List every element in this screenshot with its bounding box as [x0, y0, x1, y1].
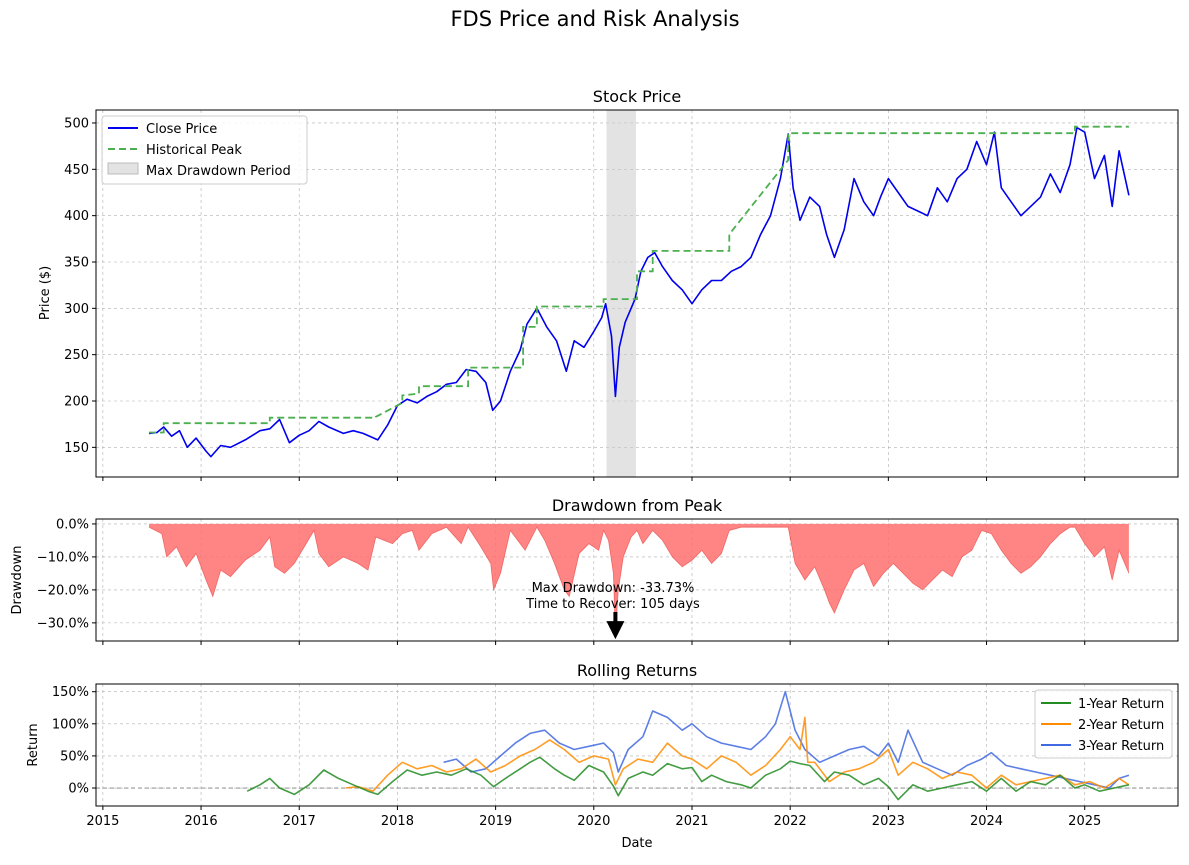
x-tick-label: 2019 [479, 814, 512, 829]
drawdown-axes-frame [95, 518, 1179, 642]
two-year-return-line [345, 716, 1130, 792]
price-y-tick-label: 350 [64, 255, 89, 270]
returns-y-tick-label: 0% [68, 782, 89, 797]
price-y-tick-label: 300 [64, 302, 89, 317]
returns-ticks: 2015 2016 2017 2018 2019 2020 2021 2022 2023 2024… [52, 685, 1101, 829]
returns-grid [96, 684, 1178, 806]
three-year-return-line [443, 690, 1130, 789]
x-tick-label: 2021 [675, 814, 708, 829]
returns-lines [96, 690, 1178, 801]
x-tick-label: 2017 [283, 814, 316, 829]
x-tick-label: 2024 [970, 814, 1003, 829]
price-lines [148, 125, 1130, 458]
arrow-head [606, 621, 625, 640]
x-tick-label: 2015 [86, 814, 119, 829]
x-tick-label: 2023 [872, 814, 905, 829]
drawdown-fill [149, 523, 1129, 636]
max-drawdown-annotation: Max Drawdown: -33.73% [532, 581, 695, 596]
x-tick-label: 2018 [381, 814, 414, 829]
legend-max-drawdown-period: Max Drawdown Period [146, 164, 291, 179]
returns-y-tick-label: 100% [52, 717, 89, 732]
returns-legend: 1-Year Return 2-Year Return 3-Year Retur… [1034, 689, 1173, 759]
x-tick-label: 2022 [774, 814, 807, 829]
price-ticks: 150 200 250 300 350 400 450 500 [64, 116, 1086, 481]
price-y-tick-label: 500 [64, 116, 89, 131]
returns-panel: Rolling Returns 2015 2016 2017 2018 2019 2020… [26, 661, 1179, 851]
returns-y-axis-label: Return [26, 723, 41, 766]
price-y-tick-label: 400 [64, 209, 89, 224]
price-panel: Stock Price 150 200 250 300 350 400 450 500 Pri… [38, 87, 1179, 481]
max-drawdown-period-shade [606, 110, 637, 477]
drawdown-panel-title: Drawdown from Peak [552, 496, 723, 515]
returns-x-axis-label: Date [621, 836, 652, 851]
price-y-axis-label: Price ($) [38, 266, 53, 320]
max-drawdown-arrow [606, 612, 625, 640]
recovery-time-annotation: Time to Recover: 105 days [525, 597, 700, 612]
returns-y-tick-label: 50% [60, 749, 89, 764]
x-tick-label: 2016 [185, 814, 218, 829]
returns-axes-frame [95, 683, 1179, 807]
price-axes-frame [95, 109, 1179, 478]
legend-3-year-return: 3-Year Return [1078, 739, 1164, 754]
drawdown-ticks: 0.0% −10.0% −20.0% −30.0% [37, 517, 1086, 645]
returns-legend-box [1034, 689, 1173, 759]
legend-historical-peak: Historical Peak [146, 143, 242, 158]
historical-peak-line [149, 125, 1129, 434]
legend-close-price: Close Price [146, 122, 217, 137]
drawdown-area [148, 523, 1130, 636]
price-y-tick-label: 200 [64, 395, 89, 410]
returns-y-tick-label: 150% [52, 685, 89, 700]
drawdown-edge-line [148, 526, 1130, 636]
price-legend-box [101, 115, 308, 185]
x-tick-label: 2020 [577, 814, 610, 829]
price-y-tick-label: 450 [64, 163, 89, 178]
legend-2-year-return: 2-Year Return [1078, 718, 1164, 733]
drawdown-y-tick-label: −30.0% [37, 616, 89, 631]
returns-panel-title: Rolling Returns [577, 661, 697, 680]
drawdown-panel: Drawdown from Peak 0.0% −10.0% −20.0% −30.0… [10, 496, 1179, 645]
max-drawdown-period-band [606, 110, 637, 477]
drawdown-y-tick-label: −10.0% [37, 550, 89, 565]
price-legend: Close Price Historical Peak Max Drawdown… [101, 115, 308, 185]
legend-max-drawdown-swatch [107, 162, 139, 175]
price-panel-title: Stock Price [593, 87, 681, 106]
legend-1-year-return: 1-Year Return [1078, 697, 1164, 712]
close-price-line [148, 126, 1130, 458]
drawdown-y-axis-label: Drawdown [10, 545, 25, 614]
one-year-return-line [246, 756, 1130, 801]
drawdown-y-tick-label: 0.0% [56, 517, 89, 532]
price-y-tick-label: 250 [64, 348, 89, 363]
drawdown-y-tick-label: −20.0% [37, 583, 89, 598]
x-tick-label: 2025 [1068, 814, 1101, 829]
price-y-tick-label: 150 [64, 441, 89, 456]
figure-title: FDS Price and Risk Analysis [450, 7, 739, 31]
